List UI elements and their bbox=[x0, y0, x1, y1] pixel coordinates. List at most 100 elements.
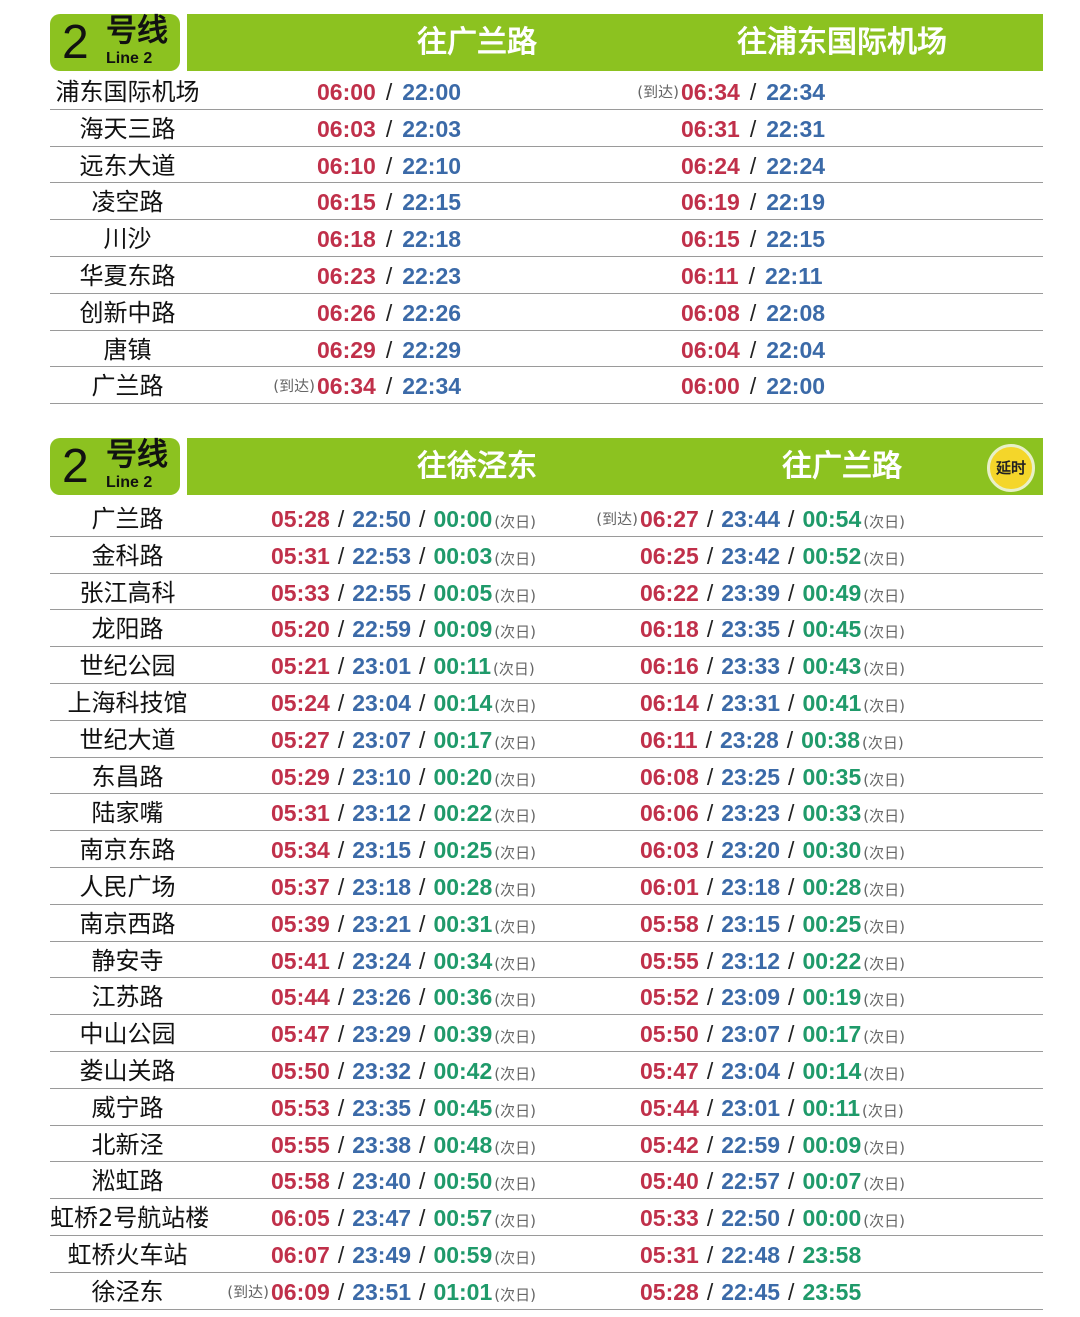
next-day-note: (次日) bbox=[494, 917, 536, 936]
table-row: 陆家嘴 05:31/23:12/00:22 (次日) 06:06/23:23/00:3… bbox=[50, 794, 1043, 832]
next-day-note: (次日) bbox=[863, 1028, 905, 1047]
first-train-time: 06:15 bbox=[681, 226, 740, 253]
separator: / bbox=[706, 837, 714, 864]
station-name: 浦东国际机场 bbox=[55, 78, 200, 106]
separator: / bbox=[749, 189, 757, 216]
separator: / bbox=[337, 1242, 345, 1268]
late-train-time: 00:17 bbox=[433, 726, 493, 753]
last-train-time: 23:47 bbox=[352, 1205, 412, 1232]
separator: / bbox=[788, 1131, 795, 1158]
time-cell: 05:31 / 22:53 / 00:03 (次日) bbox=[271, 539, 536, 573]
next-day-note: (次日) bbox=[863, 660, 905, 679]
first-train-time: 06:03 bbox=[317, 115, 376, 142]
late-train-time: 00:43 bbox=[802, 653, 862, 680]
late-train-time: 00:14 bbox=[802, 1058, 862, 1084]
next-day-note: (次日) bbox=[494, 1065, 536, 1083]
first-train-time: 06:29 bbox=[317, 336, 376, 363]
separator: / bbox=[337, 653, 345, 680]
time-cell: 06:07 / 23:49 / 00:59 (次日) bbox=[271, 1238, 536, 1272]
separator: / bbox=[749, 152, 757, 179]
first-train-time: 06:18 bbox=[317, 226, 376, 253]
time-cell: 06:03 / 22:03 bbox=[317, 112, 461, 146]
first-train-time: 05:37 bbox=[271, 874, 330, 900]
separator: / bbox=[788, 763, 795, 790]
next-day-note: (次日) bbox=[863, 881, 905, 899]
late-train-time: 00:09 bbox=[802, 1131, 862, 1158]
separator: / bbox=[788, 690, 795, 716]
first-train-time: 05:29 bbox=[271, 763, 330, 790]
station-name: 江苏路 bbox=[91, 983, 164, 1012]
late-train-time: 00:07 bbox=[802, 1168, 862, 1195]
first-train-time: 05:47 bbox=[271, 1021, 330, 1048]
next-day-note: (次日) bbox=[863, 513, 905, 531]
last-train-time: 23:12 bbox=[352, 800, 412, 827]
last-train-time: 23:15 bbox=[721, 910, 781, 937]
last-train-time: 22:31 bbox=[766, 115, 826, 142]
line-label-chinese: 号线 bbox=[106, 13, 168, 49]
time-cell: 05:41 / 23:24 / 00:34 (次日) bbox=[271, 944, 536, 978]
station-name: 张江高科 bbox=[79, 578, 176, 607]
time-cell: 05:31 / 23:12 / 00:22 (次日) bbox=[271, 796, 536, 830]
late-train-time: 00:48 bbox=[433, 1131, 493, 1158]
separator: / bbox=[788, 1278, 795, 1305]
next-day-note: (次日) bbox=[863, 1065, 905, 1083]
last-train-time: 23:01 bbox=[721, 1094, 781, 1121]
line-number: 2 bbox=[62, 16, 89, 69]
separator: / bbox=[337, 726, 345, 753]
first-train-time: 05:24 bbox=[271, 690, 330, 716]
late-train-time: 00:19 bbox=[802, 984, 862, 1011]
late-train-time: 00:14 bbox=[433, 690, 493, 716]
late-train-time: 00:03 bbox=[433, 542, 493, 569]
next-day-note: (次日) bbox=[863, 807, 905, 826]
first-train-time: 06:03 bbox=[640, 837, 699, 864]
first-train-time: 06:05 bbox=[271, 1205, 330, 1232]
table-row: 海天三路 06:03 / 22:03 06:31 / 22:31 bbox=[50, 110, 1043, 147]
time-cell: 05:29 / 23:10 / 00:20 (次日) bbox=[271, 760, 536, 794]
first-train-time: 06:11 bbox=[681, 263, 739, 289]
time-cell: 05:20 / 22:59 / 00:09 (次日) bbox=[271, 612, 536, 646]
separator: / bbox=[337, 800, 345, 827]
last-train-time: 23:04 bbox=[721, 1058, 781, 1084]
separator: / bbox=[749, 299, 757, 326]
separator: / bbox=[788, 1205, 795, 1232]
next-day-note: (次日) bbox=[863, 1138, 905, 1157]
last-train-time: 23:24 bbox=[352, 947, 412, 974]
station-name: 龙阳路 bbox=[91, 615, 164, 644]
first-train-time: 06:24 bbox=[681, 152, 740, 179]
late-train-time: 00:38 bbox=[801, 726, 860, 753]
separator: / bbox=[706, 763, 714, 790]
table-row: 江苏路 05:44/23:26/00:36 (次日) 05:52/23:09/00:1… bbox=[50, 978, 1043, 1016]
separator: / bbox=[749, 79, 757, 105]
direction-heading: 往广兰路 bbox=[417, 25, 537, 60]
time-cell: 05:50 / 23:32 / 00:42 (次日) bbox=[271, 1054, 536, 1088]
last-train-time: 23:35 bbox=[721, 616, 781, 643]
station-name: 徐泾东 bbox=[91, 1277, 164, 1306]
separator: / bbox=[788, 653, 795, 680]
table-row: 远东大道 06:10 / 22:10 06:24 / 22:24 bbox=[50, 147, 1043, 184]
late-train-time: 00:09 bbox=[433, 616, 493, 643]
first-train-time: 05:39 bbox=[271, 910, 330, 937]
time-cell: 06:14 / 23:31 / 00:41 (次日) bbox=[640, 686, 905, 720]
table-row: 创新中路 06:26 / 22:26 06:08 / 22:08 bbox=[50, 294, 1043, 331]
time-cell: 05:39 / 23:21 / 00:31 (次日) bbox=[271, 907, 536, 941]
late-train-time: 00:35 bbox=[802, 763, 862, 790]
late-train-time: 23:58 bbox=[802, 1242, 862, 1268]
last-train-time: 22:26 bbox=[402, 299, 462, 326]
first-train-time: 06:04 bbox=[681, 336, 740, 363]
time-cell: 06:08 / 23:25 / 00:35 (次日) bbox=[640, 760, 905, 794]
separator: / bbox=[337, 542, 345, 569]
separator: / bbox=[419, 837, 426, 864]
late-train-time: 00:39 bbox=[433, 1021, 493, 1048]
time-cell: 05:58 / 23:15 / 00:25 (次日) bbox=[640, 907, 905, 941]
line-badge: 2 号线 Line 2 bbox=[50, 13, 180, 71]
separator: / bbox=[788, 837, 795, 864]
last-train-time: 22:19 bbox=[766, 189, 826, 216]
next-day-note: (次日) bbox=[863, 549, 905, 568]
next-day-note: (次日) bbox=[494, 1175, 536, 1194]
separator: / bbox=[337, 579, 345, 606]
late-train-time: 00:28 bbox=[433, 874, 493, 900]
station-name: 海天三路 bbox=[79, 114, 176, 143]
station-name: 静安寺 bbox=[91, 946, 164, 975]
separator: / bbox=[788, 1058, 795, 1084]
time-cell: 05:21 / 23:01 / 00:11 (次日) bbox=[271, 649, 535, 683]
